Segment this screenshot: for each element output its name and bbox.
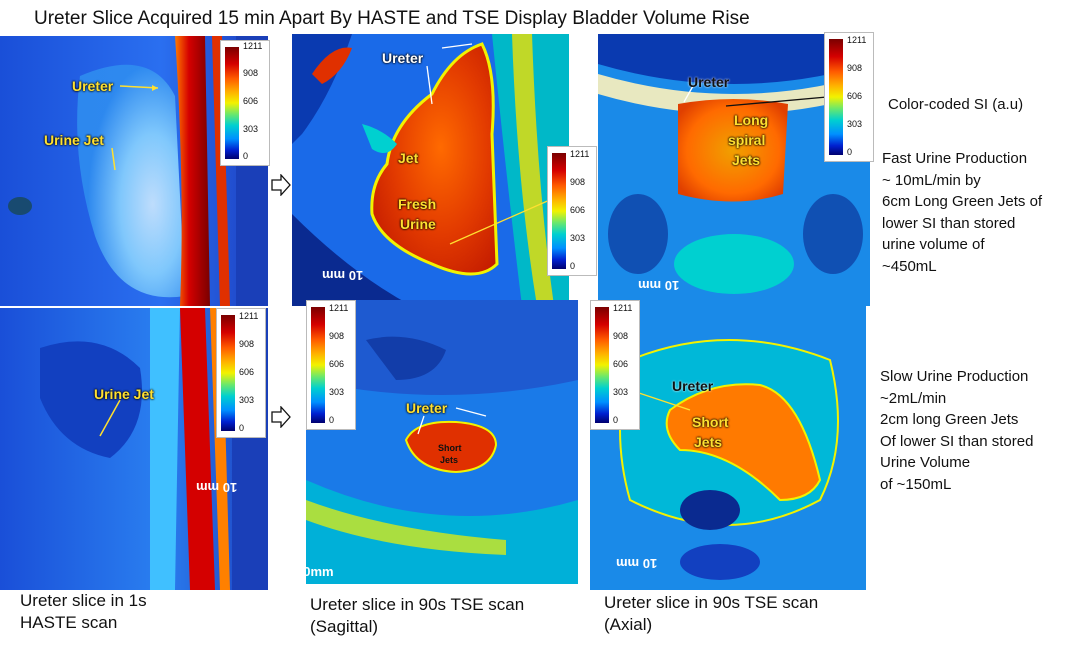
sagittal-bottom-ureter-label: Ureter xyxy=(406,400,448,416)
haste-top-jet-label: Urine Jet xyxy=(44,132,104,148)
sagittal-top-panel: Ureter Jet Fresh Urine 10 mm xyxy=(292,34,569,306)
axial-top-scale-label: 10 mm xyxy=(638,278,680,293)
colorbar-sagittal-top: 1211 908 606 303 0 xyxy=(547,146,597,276)
haste-bottom-scale-label: 10 mm xyxy=(196,480,238,495)
haste-caption: Ureter slice in 1s HASTE scan xyxy=(20,591,147,632)
sagittal-bottom-short-label: Short xyxy=(438,443,462,453)
right-arrow-icon xyxy=(271,406,291,428)
sagittal-top-urine-label: Urine xyxy=(400,216,436,232)
haste-bottom-jet-label: Urine Jet xyxy=(94,386,154,402)
sagittal-caption: Ureter slice in 90s TSE scan (Sagittal) xyxy=(310,595,525,636)
colorbar-axial-bottom: 1211 908 606 303 0 xyxy=(590,300,640,430)
sagittal-top-ureter-label: Ureter xyxy=(382,50,424,66)
right-arrow-icon xyxy=(271,174,291,196)
axial-top-jets-label: Jets xyxy=(732,152,761,168)
slow-production-note: Slow Urine Production ~2mL/min 2cm long … xyxy=(880,368,1034,493)
axial-bottom-jets-label: Jets xyxy=(694,434,723,450)
colorbar-haste-top: 1211 908 606 303 0 xyxy=(220,40,270,166)
axial-top-ureter-label: Ureter xyxy=(688,74,730,90)
axial-top-spiral-label: spiral xyxy=(728,132,766,148)
fast-production-note: Fast Urine Production ~ 10mL/min by 6cm … xyxy=(882,150,1043,275)
axial-bottom-short-label: Short xyxy=(692,414,729,430)
sagittal-bottom-jets-label: Jets xyxy=(440,455,459,465)
axial-top-long-label: Long xyxy=(734,112,769,128)
figure-title: Ureter Slice Acquired 15 min Apart By HA… xyxy=(34,8,750,29)
haste-top-ureter-label: Ureter xyxy=(72,78,114,94)
sagittal-top-scale-label: 10 mm xyxy=(322,268,364,283)
colorbar-sagittal-bottom: 1211 908 606 303 0 xyxy=(306,300,356,430)
axial-caption: Ureter slice in 90s TSE scan (Axial) xyxy=(604,593,819,634)
sagittal-top-jet-label: Jet xyxy=(398,150,419,166)
axial-bottom-scale-label: 10 mm xyxy=(616,556,658,571)
axial-bottom-ureter-label: Ureter xyxy=(672,378,714,394)
sagittal-top-fresh-label: Fresh xyxy=(398,196,437,212)
colorbar-label: Color-coded SI (a.u) xyxy=(888,96,1024,113)
colorbar-haste-bottom: 1211 908 606 303 0 xyxy=(216,308,266,438)
colorbar-axial-top: 1211 908 606 303 0 xyxy=(824,32,874,162)
